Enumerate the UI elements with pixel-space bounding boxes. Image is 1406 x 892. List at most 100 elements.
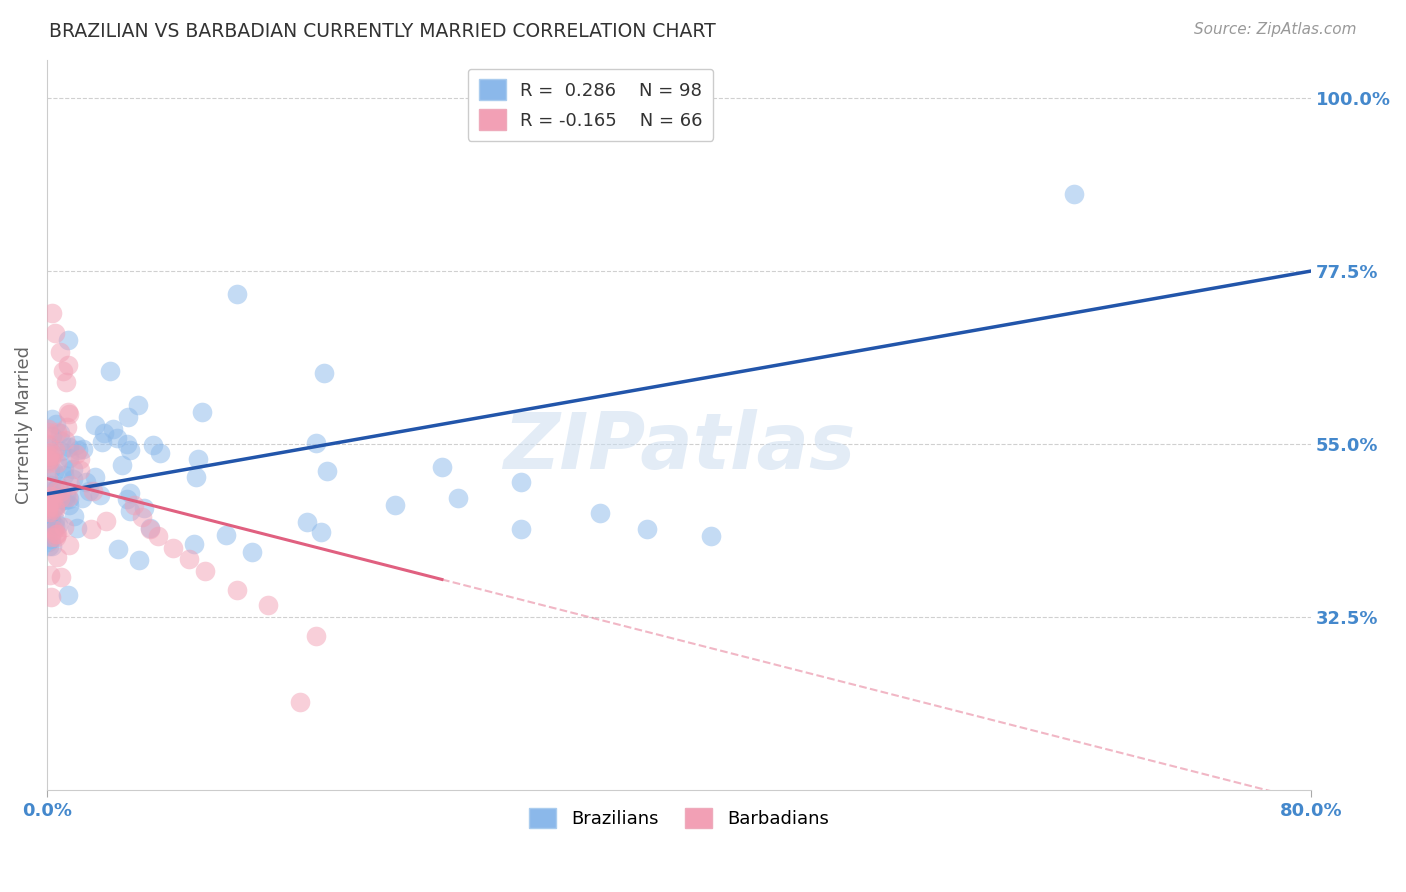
Point <box>46 425 69 440</box>
Point <box>288 694 311 708</box>
Point <box>37 456 59 470</box>
Point <box>44 513 66 527</box>
Point <box>72 442 94 456</box>
Point <box>215 528 238 542</box>
Point <box>37 514 59 528</box>
Point <box>45 530 67 544</box>
Point <box>65 438 87 452</box>
Point <box>107 542 129 557</box>
Point <box>37 425 59 439</box>
Point <box>42 465 65 479</box>
Point <box>447 491 470 505</box>
Point <box>90 434 112 449</box>
Point <box>127 398 149 412</box>
Point <box>62 462 84 476</box>
Point <box>83 418 105 433</box>
Point <box>699 529 721 543</box>
Point <box>46 456 69 470</box>
Point <box>48 344 70 359</box>
Point <box>46 518 69 533</box>
Point <box>53 520 76 534</box>
Point <box>55 434 77 448</box>
Point <box>146 529 169 543</box>
Point <box>430 460 453 475</box>
Point <box>83 469 105 483</box>
Point <box>510 522 533 536</box>
Point <box>46 478 69 492</box>
Point <box>115 491 138 506</box>
Point <box>58 498 80 512</box>
Point <box>38 444 60 458</box>
Point <box>41 530 63 544</box>
Point <box>77 484 100 499</box>
Point <box>45 417 67 432</box>
Point <box>82 483 104 498</box>
Point <box>37 452 59 467</box>
Point <box>49 425 72 440</box>
Point <box>79 522 101 536</box>
Point <box>72 491 94 505</box>
Point <box>89 488 111 502</box>
Point <box>65 446 87 460</box>
Point <box>37 500 59 515</box>
Point <box>53 492 76 507</box>
Point <box>39 513 62 527</box>
Point <box>41 501 63 516</box>
Point <box>59 478 82 492</box>
Point <box>138 522 160 536</box>
Point <box>75 475 97 489</box>
Point <box>636 522 658 536</box>
Text: BRAZILIAN VS BARBADIAN CURRENTLY MARRIED CORRELATION CHART: BRAZILIAN VS BARBADIAN CURRENTLY MARRIED… <box>49 22 716 41</box>
Point <box>510 475 533 490</box>
Point <box>49 444 72 458</box>
Point <box>111 458 134 472</box>
Point <box>41 412 63 426</box>
Point <box>41 478 63 492</box>
Point <box>55 376 77 390</box>
Point <box>56 405 79 419</box>
Point <box>41 539 63 553</box>
Y-axis label: Currently Married: Currently Married <box>15 346 32 504</box>
Point <box>58 588 80 602</box>
Point <box>225 582 247 597</box>
Point <box>58 538 80 552</box>
Point <box>37 454 59 468</box>
Point <box>67 442 90 457</box>
Point <box>56 358 79 372</box>
Point <box>44 519 66 533</box>
Point <box>69 463 91 477</box>
Point <box>65 521 87 535</box>
Point <box>194 564 217 578</box>
Point <box>295 515 318 529</box>
Point <box>257 599 280 613</box>
Point <box>37 501 59 516</box>
Point <box>120 504 142 518</box>
Point <box>45 527 67 541</box>
Point <box>149 446 172 460</box>
Point <box>44 500 66 514</box>
Point <box>94 514 117 528</box>
Point <box>52 493 75 508</box>
Point <box>53 461 76 475</box>
Point <box>46 526 69 541</box>
Point <box>39 484 62 499</box>
Point <box>183 537 205 551</box>
Point <box>117 410 139 425</box>
Point <box>162 541 184 555</box>
Point <box>52 364 75 378</box>
Text: ZIPatlas: ZIPatlas <box>503 409 855 484</box>
Point <box>63 508 86 523</box>
Point <box>187 451 209 466</box>
Point <box>38 450 60 464</box>
Point <box>41 429 63 443</box>
Point <box>39 463 62 477</box>
Point <box>51 434 73 449</box>
Point <box>56 333 79 347</box>
Point <box>118 443 141 458</box>
Point <box>37 436 59 450</box>
Point <box>44 483 66 497</box>
Point <box>179 552 201 566</box>
Point <box>58 440 80 454</box>
Point <box>305 436 328 450</box>
Point <box>37 523 59 537</box>
